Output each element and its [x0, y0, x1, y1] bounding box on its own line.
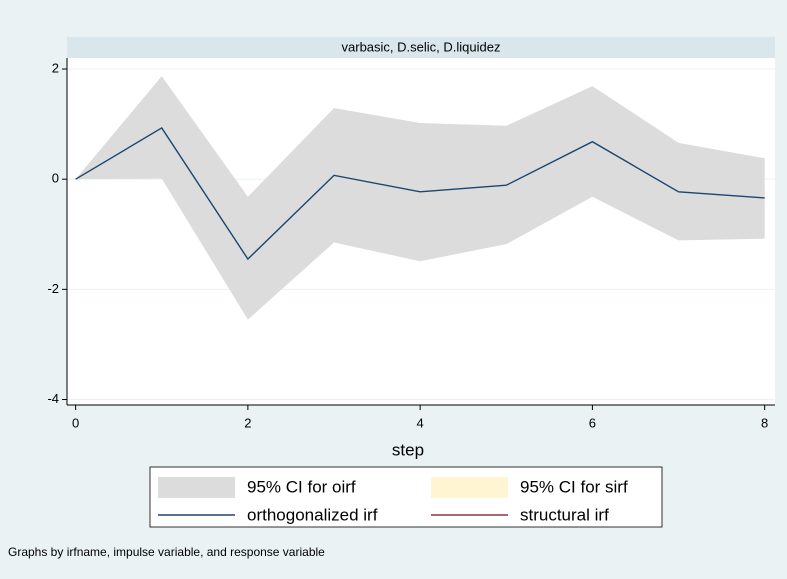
x-tick-label: 2: [244, 415, 251, 430]
irf-line: [75, 127, 765, 261]
legend-label: 95% CI for oirf: [247, 477, 356, 496]
legend-label: 95% CI for sirf: [520, 477, 628, 496]
x-axis-label: step: [392, 440, 424, 459]
y-tick-label: -2: [47, 281, 59, 296]
legend-swatch: [158, 477, 235, 498]
y-tick-label: 0: [52, 171, 59, 186]
y-tick-label: -4: [47, 391, 59, 406]
x-tick-label: 4: [417, 415, 424, 430]
x-tick-label: 0: [72, 415, 79, 430]
legend-swatch: [431, 477, 508, 498]
note: Graphs by irfname, impulse variable, and…: [8, 545, 325, 559]
y-tick-label: 2: [52, 60, 59, 75]
legend: [149, 466, 663, 528]
x-tick-label: 8: [761, 415, 768, 430]
legend-label: orthogonalized irf: [247, 505, 378, 524]
x-tick-label: 6: [589, 415, 596, 430]
header-strip: [67, 37, 775, 58]
legend-label: structural irf: [520, 505, 609, 524]
chart-title: varbasic, D.selic, D.liquidez: [342, 39, 501, 54]
